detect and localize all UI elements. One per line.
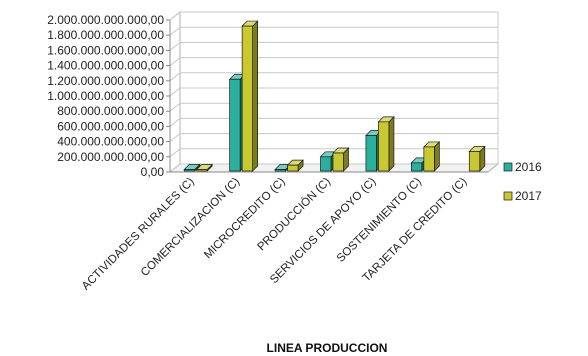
gridline	[169, 26, 498, 36]
y-tick-label: 2.000.000.000.000,00	[47, 13, 164, 27]
bar-2017-2	[241, 20, 259, 172]
gridline	[169, 41, 498, 51]
x-tick-label: PRODUCCIÓN (C)	[255, 175, 333, 253]
bar-front	[378, 121, 390, 172]
bar-front	[332, 152, 344, 172]
y-tick-label: 800.000.000.000,00	[57, 104, 164, 118]
y-tick-label: 600.000.000.000,00	[57, 119, 164, 133]
bar-front	[274, 169, 286, 172]
bar-front	[411, 162, 423, 172]
x-tick-label: MICROCREDITO (C)	[202, 176, 288, 262]
gridline	[169, 87, 498, 97]
bar-front	[320, 156, 332, 172]
x-axis-label: LINEA PRODUCCION	[267, 341, 388, 355]
bar-2017-5	[377, 115, 395, 172]
chart-walls	[168, 10, 500, 174]
bar-2016-1	[183, 163, 201, 172]
legend-swatch	[503, 162, 513, 172]
bar-side	[388, 115, 395, 172]
bar-2017-6	[423, 141, 441, 172]
bar-2017-7	[468, 145, 486, 172]
y-tick-label: 1.200.000.000.000,00	[47, 74, 164, 88]
bars	[183, 20, 486, 172]
gridline	[169, 102, 498, 112]
legend-swatch	[503, 191, 513, 201]
bar-front	[287, 164, 299, 172]
y-tick-label: 200.000.000.000,00	[57, 150, 164, 164]
bar-2017-3	[286, 159, 304, 172]
x-tick-label: SOSTENIMIENTO (C)	[335, 176, 424, 265]
y-tick-label: 400.000.000.000,00	[57, 135, 164, 149]
bar-front	[423, 146, 435, 172]
legend-label: 2017	[515, 189, 542, 203]
bar-front	[365, 135, 377, 172]
y-tick-label: 1.600.000.000.000,00	[47, 43, 164, 57]
bar-side	[252, 20, 258, 172]
bar-front	[229, 78, 241, 172]
legend: 2016 2017	[503, 160, 542, 203]
bar-2017-1	[195, 163, 214, 172]
bar-2017-4	[332, 147, 350, 172]
y-tick-label: 1.800.000.000.000,00	[47, 28, 164, 42]
y-axis-tick-labels: 0,00200.000.000.000,00400.000.000.000,00…	[47, 13, 164, 179]
y-tick-label: 1.000.000.000.000,00	[47, 89, 164, 103]
bar-front	[196, 169, 208, 172]
y-tick-label: 1.400.000.000.000,00	[47, 59, 164, 73]
bar-front	[183, 169, 196, 172]
y-tick-label: 0,00	[141, 165, 165, 179]
gridline	[169, 57, 498, 66]
bar-front	[468, 151, 481, 172]
legend-item-2017: 2017	[503, 189, 542, 203]
x-axis-category-labels: ACTIVIDADES RURALES (C)COMERCIALIZACION …	[80, 175, 470, 293]
legend-item-2016: 2016	[503, 160, 542, 174]
legend-label: 2016	[515, 160, 542, 174]
gridline	[169, 11, 498, 21]
gridline	[169, 72, 498, 82]
bar-front	[241, 25, 253, 172]
